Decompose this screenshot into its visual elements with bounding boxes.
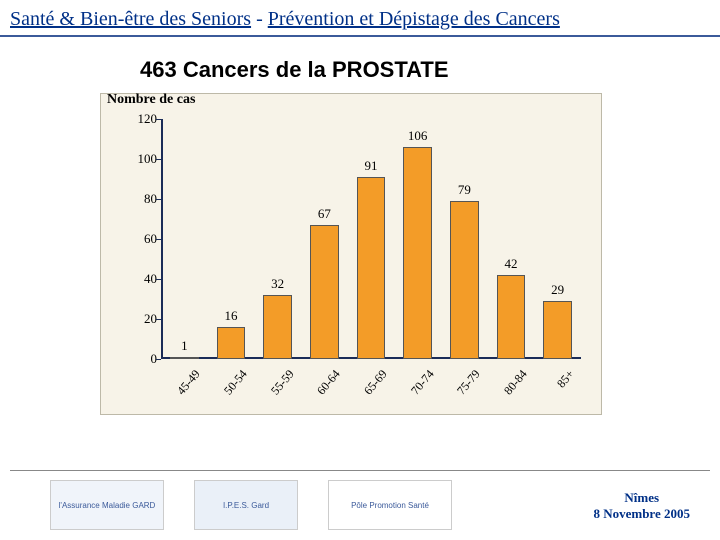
y-tick-label: 0 bbox=[127, 351, 157, 367]
x-tick-label: 60-64 bbox=[300, 367, 344, 415]
page-footer: l'Assurance Maladie GARD I.P.E.S. Gard P… bbox=[0, 470, 720, 540]
header-prefix: Santé & Bien-être des Seniors bbox=[10, 8, 251, 30]
y-tick-label: 120 bbox=[127, 111, 157, 127]
y-tick-mark bbox=[156, 119, 161, 120]
chart-bar bbox=[170, 357, 199, 359]
logo-assurance-maladie: l'Assurance Maladie GARD bbox=[50, 480, 164, 530]
chart-bar bbox=[450, 201, 479, 359]
y-tick-mark bbox=[156, 239, 161, 240]
header-suffix: Prévention et Dépistage des Cancers bbox=[268, 8, 560, 30]
header-sep: - bbox=[251, 8, 268, 30]
x-tick-label: 70-74 bbox=[394, 367, 438, 415]
prostate-cancer-chart: Nombre de cas 020406080100120145-491650-… bbox=[100, 93, 602, 415]
bar-value-label: 1 bbox=[164, 338, 204, 354]
chart-bar bbox=[403, 147, 432, 359]
y-axis-line bbox=[161, 119, 163, 359]
y-tick-mark bbox=[156, 319, 161, 320]
logo-ipes-gard: I.P.E.S. Gard bbox=[194, 480, 298, 530]
logo-pole-promotion-sante: Pôle Promotion Santé bbox=[328, 480, 452, 530]
chart-bar bbox=[497, 275, 526, 359]
x-tick-label: 85+ bbox=[534, 367, 578, 415]
bar-value-label: 79 bbox=[444, 182, 484, 198]
page-header: Santé & Bien-être des Seniors - Préventi… bbox=[0, 0, 720, 37]
chart-bar bbox=[357, 177, 386, 359]
y-tick-mark bbox=[156, 199, 161, 200]
x-tick-label: 45-49 bbox=[160, 367, 204, 415]
footer-logos: l'Assurance Maladie GARD I.P.E.S. Gard P… bbox=[50, 480, 452, 530]
footer-divider bbox=[10, 470, 710, 471]
y-tick-label: 40 bbox=[127, 271, 157, 287]
y-axis-label: Nombre de cas bbox=[107, 92, 195, 108]
y-tick-label: 20 bbox=[127, 311, 157, 327]
bar-value-label: 67 bbox=[304, 206, 344, 222]
y-tick-label: 60 bbox=[127, 231, 157, 247]
bar-value-label: 42 bbox=[491, 256, 531, 272]
x-tick-label: 65-69 bbox=[347, 367, 391, 415]
footer-location: Nîmes bbox=[624, 490, 659, 505]
y-tick-mark bbox=[156, 159, 161, 160]
bar-value-label: 16 bbox=[211, 308, 251, 324]
chart-bar bbox=[543, 301, 572, 359]
footer-caption: Nîmes 8 Novembre 2005 bbox=[593, 490, 690, 522]
plot-area: 020406080100120145-491650-543255-596760-… bbox=[161, 119, 581, 359]
y-tick-mark bbox=[156, 279, 161, 280]
x-tick-label: 75-79 bbox=[440, 367, 484, 415]
bar-value-label: 91 bbox=[351, 158, 391, 174]
x-tick-label: 80-84 bbox=[487, 367, 531, 415]
y-tick-label: 80 bbox=[127, 191, 157, 207]
bar-value-label: 29 bbox=[538, 282, 578, 298]
chart-title: 463 Cancers de la PROSTATE bbox=[140, 57, 720, 83]
x-tick-label: 50-54 bbox=[207, 367, 251, 415]
x-tick-label: 55-59 bbox=[254, 367, 298, 415]
bar-value-label: 106 bbox=[398, 128, 438, 144]
chart-bar bbox=[217, 327, 246, 359]
footer-date: 8 Novembre 2005 bbox=[593, 506, 690, 521]
chart-bar bbox=[263, 295, 292, 359]
bar-value-label: 32 bbox=[258, 276, 298, 292]
y-tick-label: 100 bbox=[127, 151, 157, 167]
chart-bar bbox=[310, 225, 339, 359]
header-title: Santé & Bien-être des Seniors - Préventi… bbox=[10, 8, 560, 30]
y-tick-mark bbox=[156, 359, 161, 360]
